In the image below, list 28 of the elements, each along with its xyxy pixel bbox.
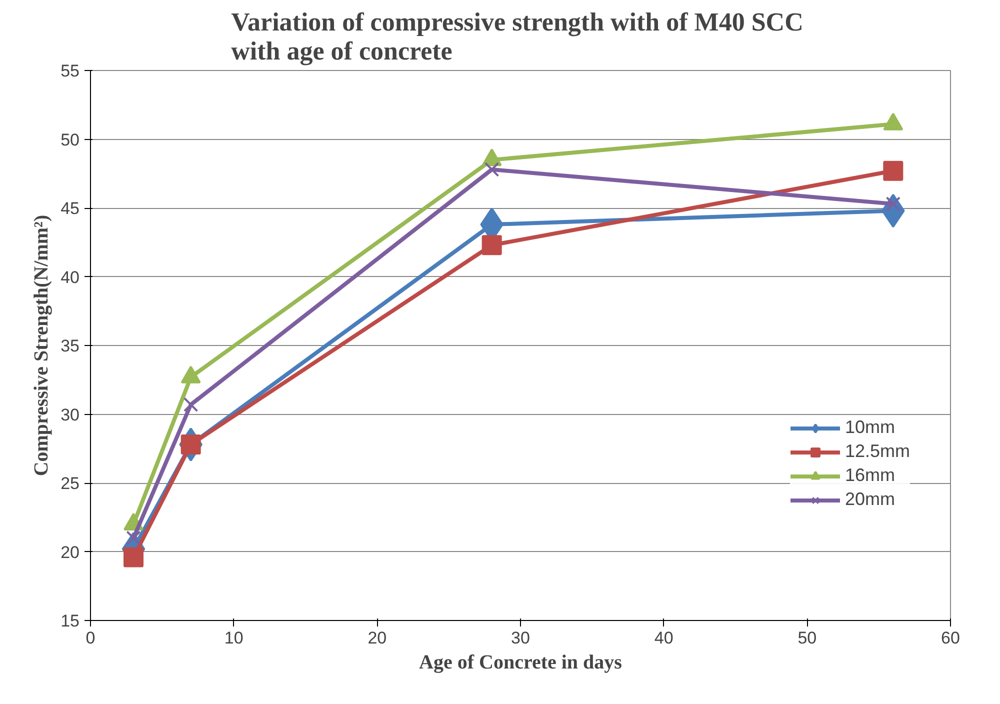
x-tick-label: 0	[86, 628, 96, 648]
y-tick-label: 40	[60, 268, 80, 287]
x-tick-label: 60	[941, 628, 960, 648]
y-tick-label: 35	[60, 336, 80, 356]
point	[124, 547, 144, 568]
y-tick-label: 25	[60, 474, 80, 493]
legend-label: 10mm	[845, 417, 896, 438]
x-tick-label: 10	[224, 628, 244, 648]
y-tick-label: 55	[60, 62, 80, 80]
x-tick-label: 30	[511, 628, 530, 648]
point	[482, 235, 502, 256]
point	[883, 160, 904, 181]
legend-label: 12.5mm	[845, 441, 910, 462]
legend-label: 16mm	[845, 465, 896, 486]
y-tick-label: 15	[60, 612, 80, 630]
chart-title: Variation of compressive strength with of M40 SCC with age of concrete	[231, 8, 804, 66]
y-tick-label: 50	[60, 130, 80, 150]
y-tick-label: 20	[60, 542, 80, 562]
x-tick-label: 50	[798, 628, 817, 648]
x-tick-label: 20	[368, 628, 387, 648]
y-tick-label: 45	[60, 199, 80, 218]
point	[484, 162, 500, 177]
point	[183, 397, 198, 412]
x-tick-label: 40	[654, 628, 674, 648]
x-axis-title: Age of Concrete in days	[419, 652, 622, 674]
y-tick-label: 30	[60, 405, 80, 424]
y-axis-title: Compressive Strength(N/mm²)	[30, 214, 53, 476]
legend-label: 20mm	[845, 489, 896, 510]
